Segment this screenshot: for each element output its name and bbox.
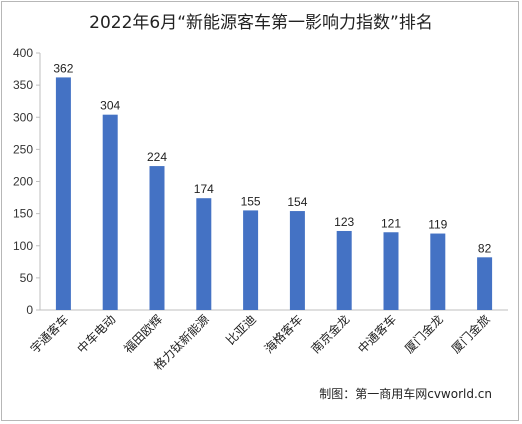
- data-label: 224: [147, 150, 167, 164]
- y-tick-label: 0: [26, 303, 33, 317]
- category-label: 厦门金旅: [448, 312, 493, 357]
- bar: [289, 211, 305, 310]
- credit-text: 制图：第一商用车网cvworld.cn: [319, 387, 492, 401]
- y-tick-label: 300: [13, 110, 33, 124]
- category-label: 中通客车: [355, 312, 400, 357]
- y-tick-labels: 0 50 100 150 200 250 300 350 400: [13, 46, 33, 317]
- data-label: 154: [287, 195, 307, 209]
- category-label: 宇通客车: [27, 312, 72, 357]
- data-label: 123: [334, 215, 354, 229]
- y-tick-label: 150: [13, 207, 33, 221]
- y-tick-label: 200: [13, 175, 33, 189]
- y-tick-label: 250: [13, 142, 33, 156]
- data-labels: 362 304 224 174 155 154 123 121 119 82: [53, 61, 491, 255]
- data-label: 362: [53, 61, 73, 75]
- data-label: 304: [100, 99, 120, 113]
- data-label: 82: [478, 241, 492, 255]
- bar: [430, 233, 446, 310]
- data-label: 121: [381, 216, 401, 230]
- category-label: 海格客车: [261, 312, 306, 357]
- bar: [336, 230, 352, 310]
- category-label: 厦门金龙: [401, 312, 446, 357]
- bar: [383, 232, 399, 310]
- bar: [149, 166, 165, 310]
- bar: [196, 198, 212, 310]
- y-tick-label: 50: [20, 271, 34, 285]
- y-tick-label: 100: [13, 239, 33, 253]
- category-label: 南京金龙: [308, 312, 353, 357]
- category-label: 福田欧辉: [121, 312, 166, 357]
- y-tick-label: 400: [13, 46, 33, 60]
- axes: [36, 52, 508, 311]
- data-label: 174: [194, 182, 214, 196]
- data-label: 119: [428, 218, 447, 232]
- y-tick-label: 350: [13, 78, 33, 92]
- bar: [477, 257, 493, 310]
- chart-title: 2022年6月“新能源客车第一影响力指数”排名: [89, 13, 433, 33]
- category-label: 比亚迪: [223, 312, 258, 347]
- bar: [55, 77, 71, 310]
- data-label: 155: [241, 194, 261, 208]
- bar: [243, 210, 259, 310]
- category-label: 中车电动: [74, 312, 119, 357]
- bar: [102, 114, 118, 311]
- bars: [55, 77, 493, 311]
